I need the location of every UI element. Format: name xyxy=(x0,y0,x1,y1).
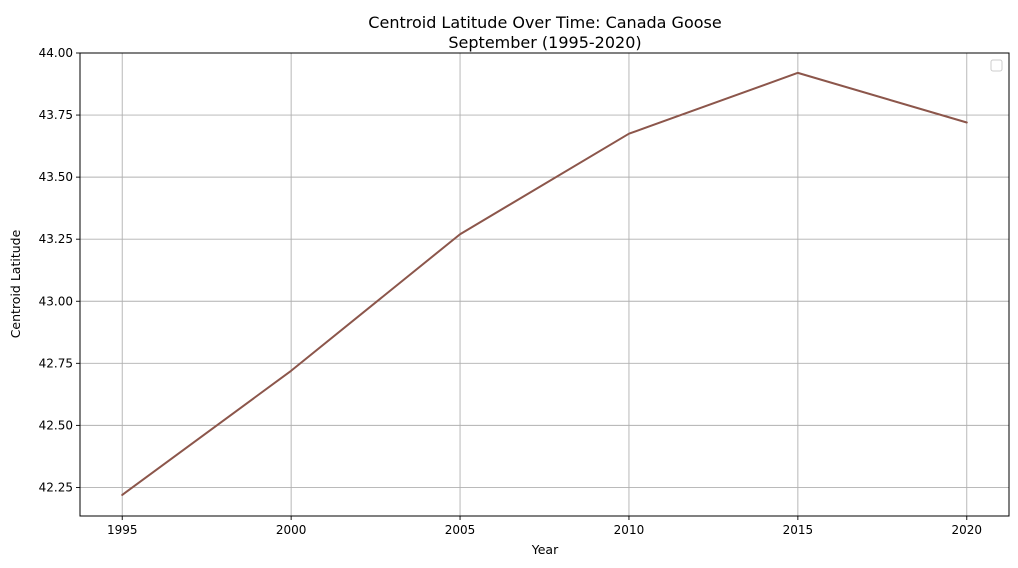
y-tick-label: 43.25 xyxy=(39,232,73,246)
x-tick-label: 2000 xyxy=(276,523,307,537)
y-tick-label: 44.00 xyxy=(39,46,73,60)
y-tick-label: 42.25 xyxy=(39,480,73,494)
x-tick-label: 1995 xyxy=(107,523,138,537)
y-tick-label: 42.50 xyxy=(39,418,73,432)
x-tick-label: 2005 xyxy=(445,523,476,537)
legend-box xyxy=(990,59,1003,72)
y-axis-label: Centroid Latitude xyxy=(8,229,23,338)
y-tick-label: 43.00 xyxy=(39,294,73,308)
x-tick-label: 2015 xyxy=(783,523,814,537)
axis-ticks: 1995 2000 2005 2010 2015 2020 42.25 42.50 42.75 4… xyxy=(39,46,982,537)
series-line xyxy=(121,71,968,496)
y-tick-label: 42.75 xyxy=(39,356,73,370)
x-axis-label: Year xyxy=(531,542,559,557)
x-tick-label: 2020 xyxy=(951,523,982,537)
y-tick-label: 43.50 xyxy=(39,170,73,184)
series-layer xyxy=(121,71,968,496)
grid-lines xyxy=(80,52,1009,516)
chart-subtitle: September (1995-2020) xyxy=(448,33,641,52)
chart-title: Centroid Latitude Over Time: Canada Goos… xyxy=(368,13,721,32)
plot-frame xyxy=(79,52,1010,517)
x-tick-label: 2010 xyxy=(614,523,645,537)
y-tick-label: 43.75 xyxy=(39,108,73,122)
